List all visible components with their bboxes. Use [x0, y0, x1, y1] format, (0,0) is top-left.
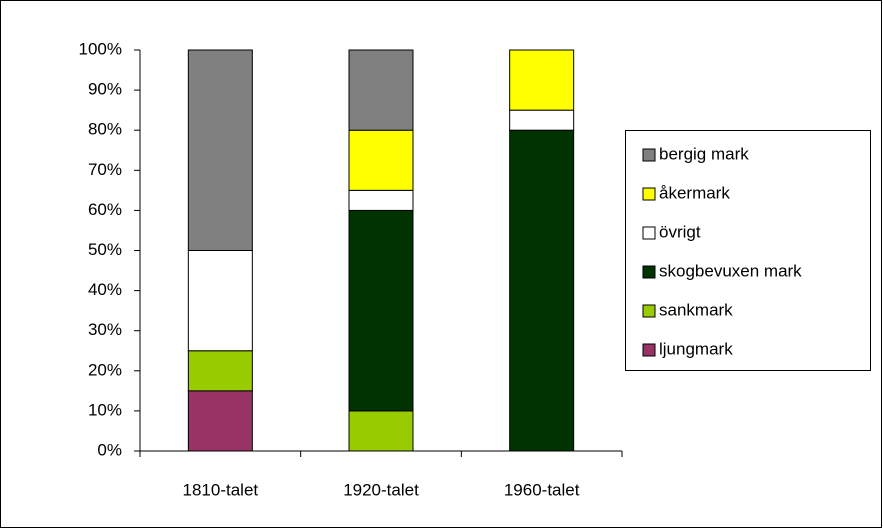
bar-segment: [348, 49, 414, 131]
x-tick-label: 1960-talet: [504, 480, 580, 499]
legend-swatch: [642, 148, 656, 162]
y-tick-label: 40%: [88, 280, 122, 299]
y-tick-label: 30%: [88, 320, 122, 339]
legend-swatch: [642, 187, 656, 201]
bar-segment: [348, 189, 414, 211]
legend-label: sankmark: [659, 300, 733, 319]
legend-swatch: [642, 265, 656, 279]
bar-segment: [187, 350, 253, 392]
bar-segment: [348, 410, 414, 452]
bar-segment: [509, 109, 575, 131]
legend-box: [625, 130, 871, 371]
x-tick-label: 1810-talet: [183, 480, 259, 499]
y-tick-label: 90%: [88, 80, 122, 99]
bar-segment: [348, 209, 414, 412]
y-tick-label: 10%: [88, 400, 122, 419]
y-tick-label: 100%: [79, 39, 122, 58]
y-tick-label: 0%: [97, 440, 122, 459]
legend-swatch: [642, 226, 656, 240]
y-tick-label: 20%: [88, 360, 122, 379]
bar-segment: [187, 250, 253, 352]
y-tick-label: 50%: [88, 240, 122, 259]
y-tick-label: 70%: [88, 160, 122, 179]
bar-segment: [509, 129, 575, 452]
legend-swatch: [642, 343, 656, 357]
bar-segment: [187, 390, 253, 452]
bar-segment: [348, 129, 414, 191]
x-tick-label: 1920-talet: [343, 480, 419, 499]
legend-label: övrigt: [659, 222, 701, 241]
legend-label: åkermark: [659, 183, 730, 202]
y-tick-label: 80%: [88, 120, 122, 139]
bar-segment: [509, 49, 575, 111]
legend-label: skogbevuxen mark: [659, 261, 802, 280]
legend-label: bergig mark: [659, 144, 749, 163]
y-tick-label: 60%: [88, 200, 122, 219]
legend-swatch: [642, 304, 656, 318]
bar-segment: [187, 49, 253, 251]
legend-label: ljungmark: [659, 339, 733, 358]
